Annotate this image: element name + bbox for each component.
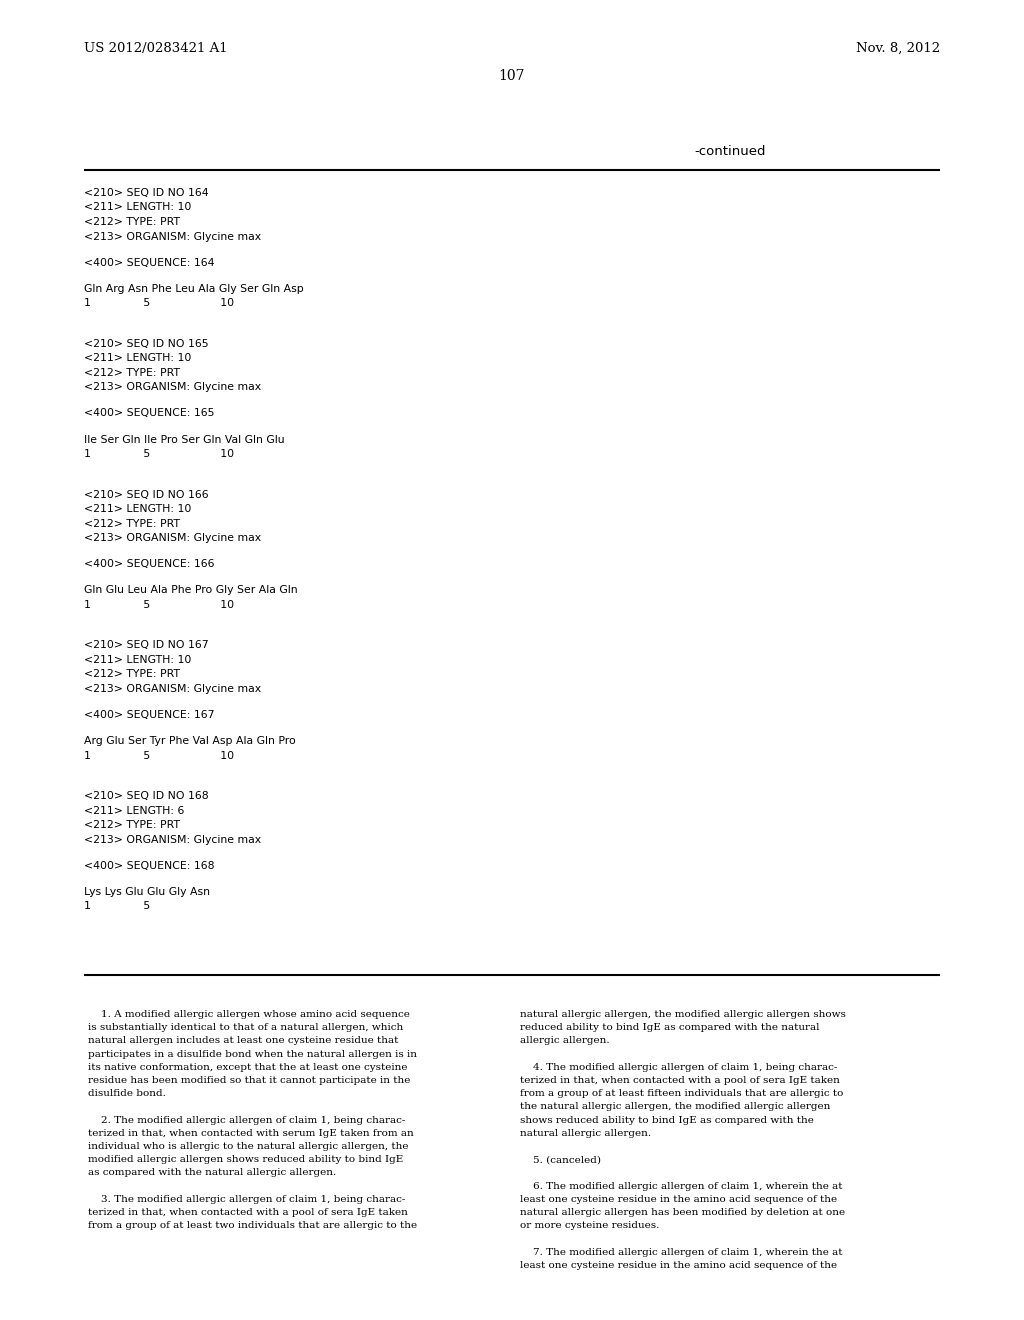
- Text: natural allergic allergen has been modified by deletion at one: natural allergic allergen has been modif…: [520, 1208, 845, 1217]
- Text: <400> SEQUENCE: 167: <400> SEQUENCE: 167: [84, 710, 214, 719]
- Text: as compared with the natural allergic allergen.: as compared with the natural allergic al…: [88, 1168, 336, 1177]
- Text: 6. The modified allergic allergen of claim 1, wherein the at: 6. The modified allergic allergen of cla…: [520, 1181, 843, 1191]
- Text: US 2012/0283421 A1: US 2012/0283421 A1: [84, 42, 227, 55]
- Text: <212> TYPE: PRT: <212> TYPE: PRT: [84, 820, 180, 830]
- Text: 1               5                    10: 1 5 10: [84, 751, 234, 760]
- Text: -continued: -continued: [694, 145, 766, 158]
- Text: its native conformation, except that the at least one cysteine: its native conformation, except that the…: [88, 1063, 408, 1072]
- Text: from a group of at least fifteen individuals that are allergic to: from a group of at least fifteen individ…: [520, 1089, 844, 1098]
- Text: 1               5: 1 5: [84, 902, 151, 911]
- Text: individual who is allergic to the natural allergic allergen, the: individual who is allergic to the natura…: [88, 1142, 409, 1151]
- Text: Gln Glu Leu Ala Phe Pro Gly Ser Ala Gln: Gln Glu Leu Ala Phe Pro Gly Ser Ala Gln: [84, 585, 298, 595]
- Text: or more cysteine residues.: or more cysteine residues.: [520, 1221, 659, 1230]
- Text: least one cysteine residue in the amino acid sequence of the: least one cysteine residue in the amino …: [520, 1261, 838, 1270]
- Text: Nov. 8, 2012: Nov. 8, 2012: [856, 42, 940, 55]
- Text: 7. The modified allergic allergen of claim 1, wherein the at: 7. The modified allergic allergen of cla…: [520, 1247, 843, 1257]
- Text: 107: 107: [499, 69, 525, 83]
- Text: Arg Glu Ser Tyr Phe Val Asp Ala Gln Pro: Arg Glu Ser Tyr Phe Val Asp Ala Gln Pro: [84, 737, 296, 746]
- Text: natural allergic allergen, the modified allergic allergen shows: natural allergic allergen, the modified …: [520, 1010, 846, 1019]
- Text: <210> SEQ ID NO 166: <210> SEQ ID NO 166: [84, 490, 209, 499]
- Text: least one cysteine residue in the amino acid sequence of the: least one cysteine residue in the amino …: [520, 1195, 838, 1204]
- Text: <213> ORGANISM: Glycine max: <213> ORGANISM: Glycine max: [84, 533, 261, 543]
- Text: <210> SEQ ID NO 168: <210> SEQ ID NO 168: [84, 791, 209, 801]
- Text: <400> SEQUENCE: 168: <400> SEQUENCE: 168: [84, 861, 214, 871]
- Text: 4. The modified allergic allergen of claim 1, being charac-: 4. The modified allergic allergen of cla…: [520, 1063, 838, 1072]
- Text: Gln Arg Asn Phe Leu Ala Gly Ser Gln Asp: Gln Arg Asn Phe Leu Ala Gly Ser Gln Asp: [84, 284, 304, 294]
- Text: 2. The modified allergic allergen of claim 1, being charac-: 2. The modified allergic allergen of cla…: [88, 1115, 406, 1125]
- Text: <210> SEQ ID NO 165: <210> SEQ ID NO 165: [84, 339, 209, 348]
- Text: 1               5                    10: 1 5 10: [84, 599, 234, 610]
- Text: is substantially identical to that of a natural allergen, which: is substantially identical to that of a …: [88, 1023, 403, 1032]
- Text: from a group of at least two individuals that are allergic to the: from a group of at least two individuals…: [88, 1221, 417, 1230]
- Text: 1               5                    10: 1 5 10: [84, 298, 234, 308]
- Text: <211> LENGTH: 10: <211> LENGTH: 10: [84, 504, 191, 513]
- Text: <213> ORGANISM: Glycine max: <213> ORGANISM: Glycine max: [84, 231, 261, 242]
- Text: modified allergic allergen shows reduced ability to bind IgE: modified allergic allergen shows reduced…: [88, 1155, 403, 1164]
- Text: <400> SEQUENCE: 166: <400> SEQUENCE: 166: [84, 560, 214, 569]
- Text: reduced ability to bind IgE as compared with the natural: reduced ability to bind IgE as compared …: [520, 1023, 819, 1032]
- Text: Lys Lys Glu Glu Gly Asn: Lys Lys Glu Glu Gly Asn: [84, 887, 210, 896]
- Text: <400> SEQUENCE: 165: <400> SEQUENCE: 165: [84, 408, 214, 418]
- Text: 1. A modified allergic allergen whose amino acid sequence: 1. A modified allergic allergen whose am…: [88, 1010, 410, 1019]
- Text: residue has been modified so that it cannot participate in the: residue has been modified so that it can…: [88, 1076, 411, 1085]
- Text: 1               5                    10: 1 5 10: [84, 449, 234, 459]
- Text: <213> ORGANISM: Glycine max: <213> ORGANISM: Glycine max: [84, 383, 261, 392]
- Text: 3. The modified allergic allergen of claim 1, being charac-: 3. The modified allergic allergen of cla…: [88, 1195, 406, 1204]
- Text: <400> SEQUENCE: 164: <400> SEQUENCE: 164: [84, 257, 214, 268]
- Text: terized in that, when contacted with serum IgE taken from an: terized in that, when contacted with ser…: [88, 1129, 414, 1138]
- Text: disulfide bond.: disulfide bond.: [88, 1089, 166, 1098]
- Text: <213> ORGANISM: Glycine max: <213> ORGANISM: Glycine max: [84, 834, 261, 845]
- Text: terized in that, when contacted with a pool of sera IgE taken: terized in that, when contacted with a p…: [520, 1076, 840, 1085]
- Text: 5. (canceled): 5. (canceled): [520, 1155, 601, 1164]
- Text: <212> TYPE: PRT: <212> TYPE: PRT: [84, 519, 180, 528]
- Text: <213> ORGANISM: Glycine max: <213> ORGANISM: Glycine max: [84, 684, 261, 694]
- Text: Ile Ser Gln Ile Pro Ser Gln Val Gln Glu: Ile Ser Gln Ile Pro Ser Gln Val Gln Glu: [84, 434, 285, 445]
- Text: allergic allergen.: allergic allergen.: [520, 1036, 609, 1045]
- Text: participates in a disulfide bond when the natural allergen is in: participates in a disulfide bond when th…: [88, 1049, 417, 1059]
- Text: <211> LENGTH: 10: <211> LENGTH: 10: [84, 655, 191, 665]
- Text: terized in that, when contacted with a pool of sera IgE taken: terized in that, when contacted with a p…: [88, 1208, 408, 1217]
- Text: <211> LENGTH: 6: <211> LENGTH: 6: [84, 805, 184, 816]
- Text: natural allergen includes at least one cysteine residue that: natural allergen includes at least one c…: [88, 1036, 398, 1045]
- Text: natural allergic allergen.: natural allergic allergen.: [520, 1129, 651, 1138]
- Text: <211> LENGTH: 10: <211> LENGTH: 10: [84, 354, 191, 363]
- Text: the natural allergic allergen, the modified allergic allergen: the natural allergic allergen, the modif…: [520, 1102, 830, 1111]
- Text: <210> SEQ ID NO 167: <210> SEQ ID NO 167: [84, 640, 209, 651]
- Text: <210> SEQ ID NO 164: <210> SEQ ID NO 164: [84, 187, 209, 198]
- Text: shows reduced ability to bind IgE as compared with the: shows reduced ability to bind IgE as com…: [520, 1115, 814, 1125]
- Text: <211> LENGTH: 10: <211> LENGTH: 10: [84, 202, 191, 213]
- Text: <212> TYPE: PRT: <212> TYPE: PRT: [84, 216, 180, 227]
- Text: <212> TYPE: PRT: <212> TYPE: PRT: [84, 669, 180, 680]
- Text: <212> TYPE: PRT: <212> TYPE: PRT: [84, 368, 180, 378]
